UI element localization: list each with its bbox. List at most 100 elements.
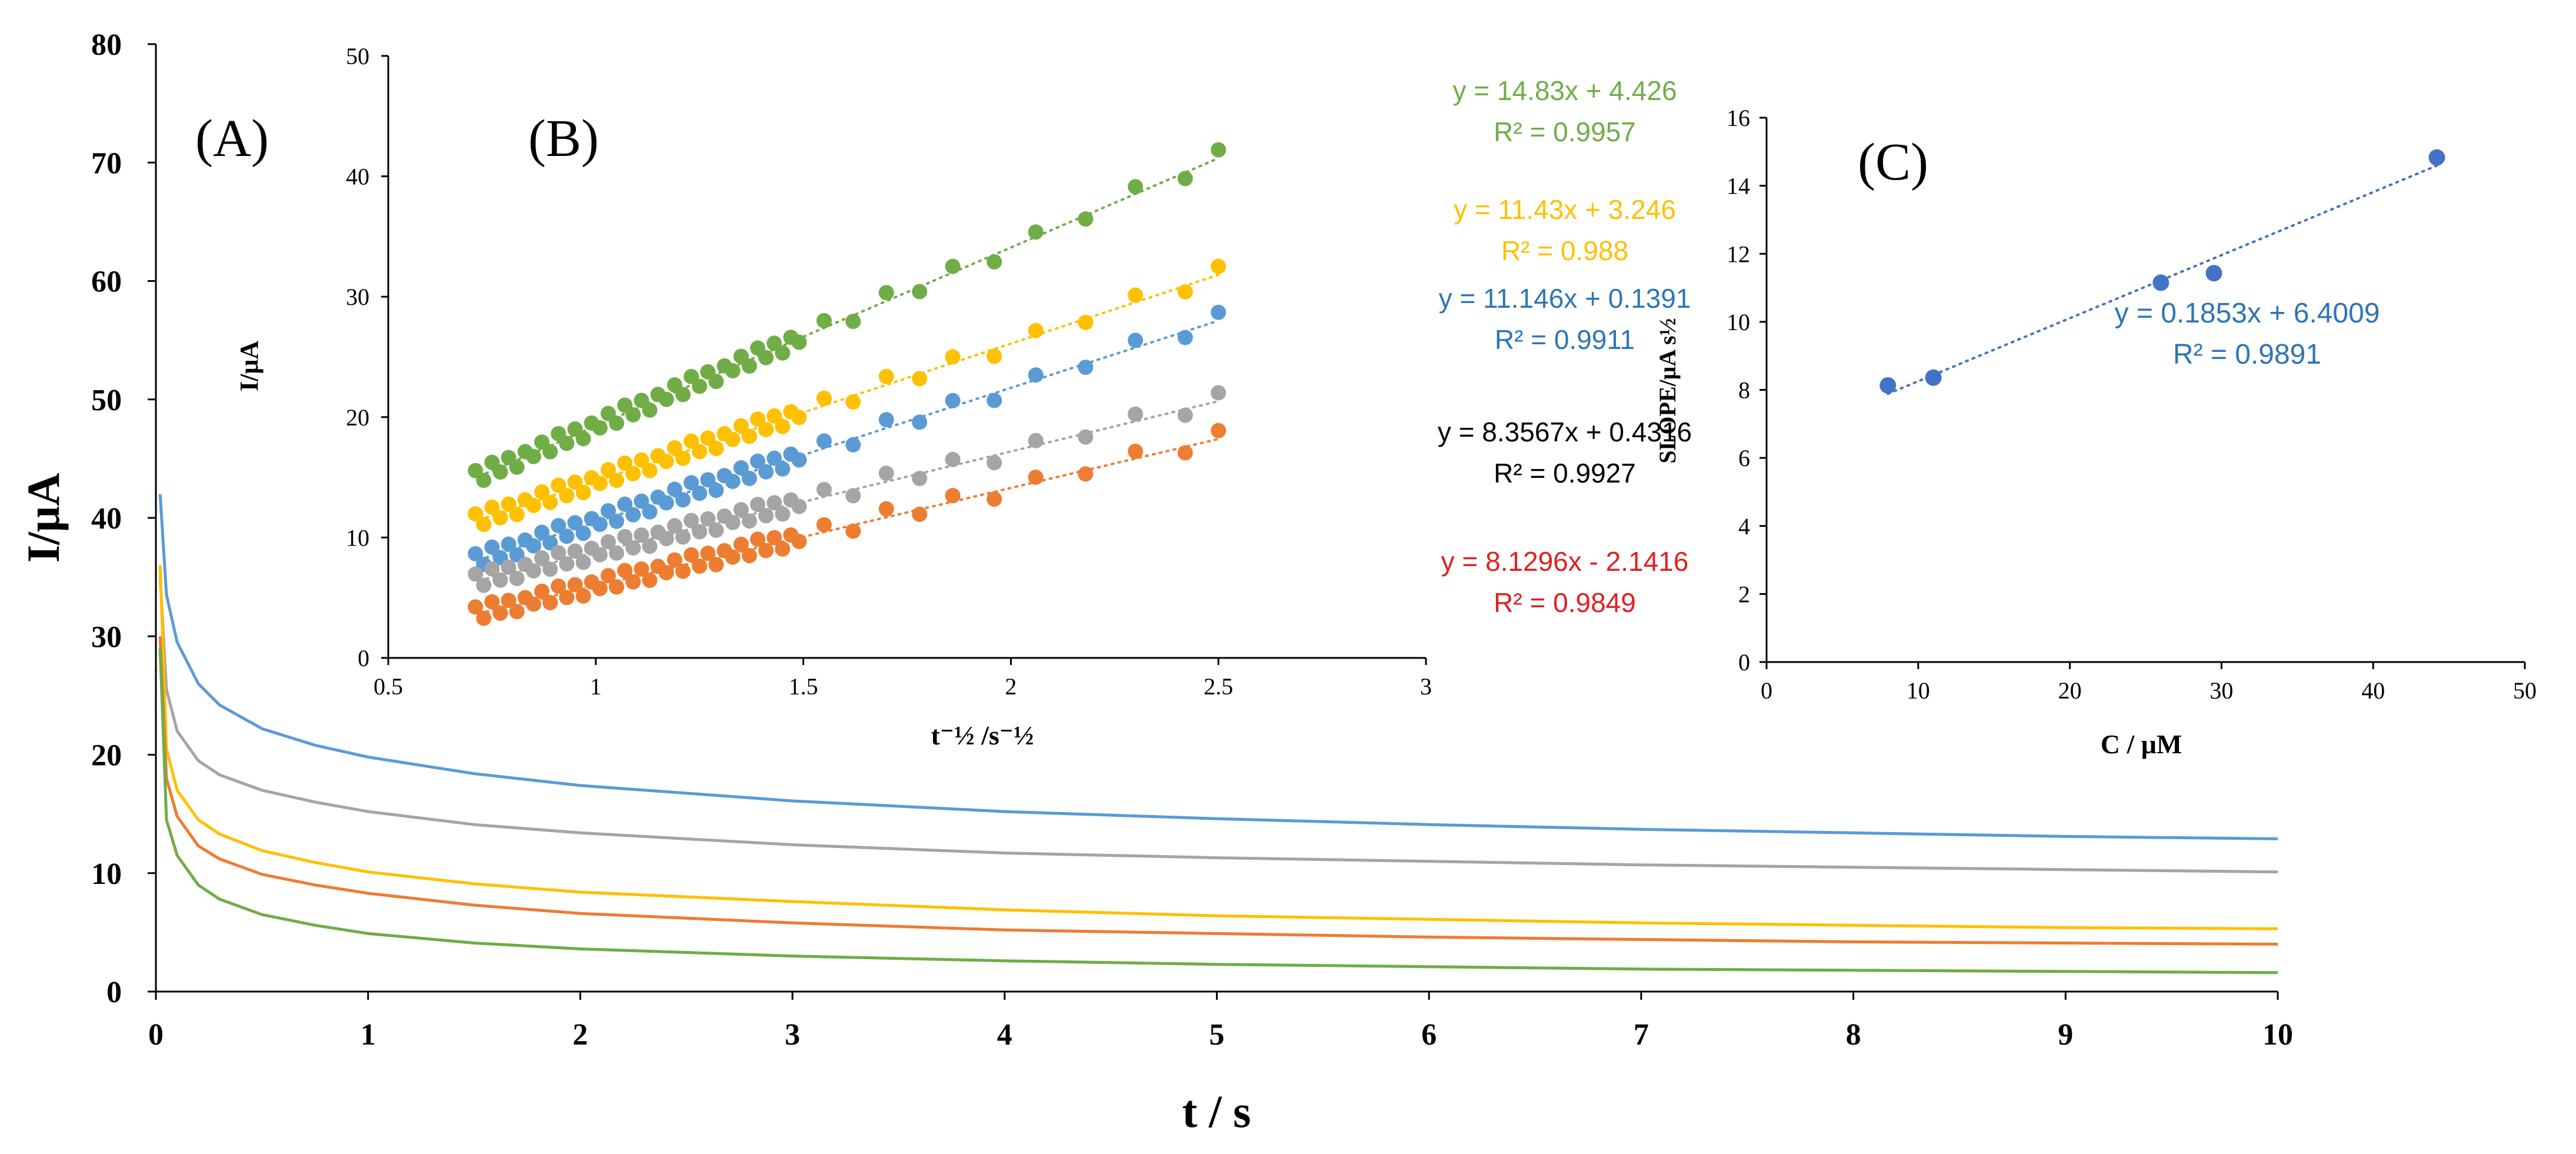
panel-b: 0.5 1 1.5 2 2.5 3 0 10 20 30 40 50 y = 14.83x + 4.… — [235, 43, 1692, 750]
data-point-orange — [684, 547, 699, 563]
data-point-blue — [534, 524, 550, 540]
data-point-green — [492, 464, 508, 480]
data-point-yellow — [758, 422, 774, 437]
data-point-green — [1028, 224, 1044, 240]
r2-blue: R² = 0.9911 — [1495, 324, 1635, 355]
data-point-yellow — [567, 474, 583, 490]
data-point-gray — [634, 527, 649, 543]
panel-a-y-tick-label: 0 — [106, 976, 122, 1009]
panel-c-y-tick-label: 6 — [1738, 445, 1750, 471]
data-point-yellow — [725, 431, 741, 447]
data-point-green — [987, 254, 1002, 270]
panel-b-label: (B) — [528, 109, 599, 168]
data-point-orange — [634, 561, 649, 577]
data-point-green — [575, 431, 591, 447]
data-point-gray — [845, 488, 861, 504]
data-point-blue — [468, 546, 484, 561]
data-point-orange — [1128, 444, 1144, 459]
data-point-yellow — [601, 462, 616, 478]
panel-a-y-tick-label: 30 — [91, 620, 122, 654]
data-point-gray — [1211, 385, 1227, 401]
data-point-orange — [609, 579, 625, 595]
data-point-green — [1128, 179, 1144, 195]
data-point-gray — [684, 513, 699, 528]
data-point-orange — [567, 577, 583, 593]
data-point-green — [642, 402, 658, 418]
data-point-blue — [1078, 360, 1094, 375]
data-point-green — [912, 284, 928, 300]
panel-c-x-tick-label: 40 — [2361, 677, 2385, 704]
panel-c-y-tick-label: 14 — [1727, 173, 1750, 199]
panel-c-r2: R² = 0.9891 — [2173, 339, 2321, 370]
data-point-yellow — [816, 390, 832, 406]
panel-c-y-tick-label: 16 — [1727, 105, 1750, 131]
data-point-gray — [468, 566, 484, 582]
data-point-orange — [592, 581, 608, 596]
data-point-yellow — [509, 507, 525, 523]
data-point-green — [845, 314, 861, 330]
data-point-blue — [1177, 330, 1193, 345]
data-point-yellow — [501, 496, 516, 512]
data-point-gray — [725, 514, 741, 530]
data-point-c — [1925, 369, 1942, 386]
transient-curve-gray — [158, 577, 2278, 874]
data-point-gray — [625, 540, 641, 556]
panel-a-y-tick-label: 50 — [91, 384, 122, 417]
data-point-gray — [1028, 433, 1044, 448]
data-point-c — [1879, 377, 1897, 394]
data-point-yellow — [1028, 322, 1044, 338]
data-point-green — [1078, 211, 1094, 227]
data-point-blue — [945, 393, 961, 408]
data-point-blue — [987, 393, 1002, 408]
data-point-gray — [878, 465, 894, 481]
data-point-yellow — [484, 499, 500, 515]
data-point-green — [816, 312, 832, 328]
data-point-blue — [684, 475, 699, 491]
panel-c-x-axis-title: C / μM — [2101, 729, 2182, 759]
data-point-gray — [609, 545, 625, 561]
panel-a-x-tick-label: 4 — [997, 1018, 1012, 1052]
data-point-green — [741, 358, 757, 374]
data-point-yellow — [733, 418, 749, 434]
data-point-gray — [816, 481, 832, 497]
panel-a-x-tick-label: 10 — [2262, 1018, 2293, 1052]
panel-a-x-axis-title: t / s — [1182, 1086, 1251, 1137]
data-point-orange — [912, 506, 928, 522]
data-point-orange — [551, 578, 566, 594]
data-point-blue — [667, 481, 682, 497]
data-point-green — [1211, 142, 1227, 158]
data-point-gray — [484, 561, 500, 577]
data-point-blue — [845, 437, 861, 453]
data-point-gray — [501, 559, 516, 575]
equation-yellow: y = 11.43x + 3.246 — [1454, 194, 1676, 225]
data-point-blue — [878, 412, 894, 428]
data-point-gray — [534, 550, 550, 566]
data-point-blue — [592, 517, 608, 532]
data-point-yellow — [534, 484, 550, 500]
data-point-blue — [675, 492, 691, 508]
panel-b-x-tick-label: 3 — [1420, 673, 1432, 700]
panel-b-y-tick-label: 50 — [346, 43, 369, 69]
panel-c-y-tick-label: 8 — [1738, 377, 1750, 404]
panel-a-x-tick-label: 0 — [148, 1018, 164, 1052]
r2-yellow: R² = 0.988 — [1501, 235, 1628, 266]
data-point-yellow — [775, 418, 791, 434]
data-point-gray — [1177, 407, 1193, 423]
panel-a-x-tick-label: 5 — [1209, 1018, 1225, 1052]
panel-a-x-tick-label: 3 — [785, 1018, 800, 1052]
data-point-orange — [845, 523, 861, 539]
data-point-gray — [617, 528, 633, 544]
panel-c-x-tick-label: 20 — [2058, 677, 2082, 704]
data-point-orange — [1177, 445, 1193, 461]
data-point-orange — [559, 590, 575, 606]
data-point-gray — [658, 531, 674, 547]
data-point-orange — [1078, 466, 1094, 482]
data-point-blue — [601, 503, 616, 518]
data-point-gray — [767, 495, 782, 511]
data-point-c — [2428, 149, 2445, 166]
panel-c-x-tick-label: 50 — [2513, 677, 2537, 704]
data-point-yellow — [634, 452, 649, 468]
data-point-orange — [758, 543, 774, 558]
panel-b-x-tick-label: 1 — [590, 673, 602, 700]
panel-b-x-tick-label: 2.5 — [1204, 673, 1233, 700]
